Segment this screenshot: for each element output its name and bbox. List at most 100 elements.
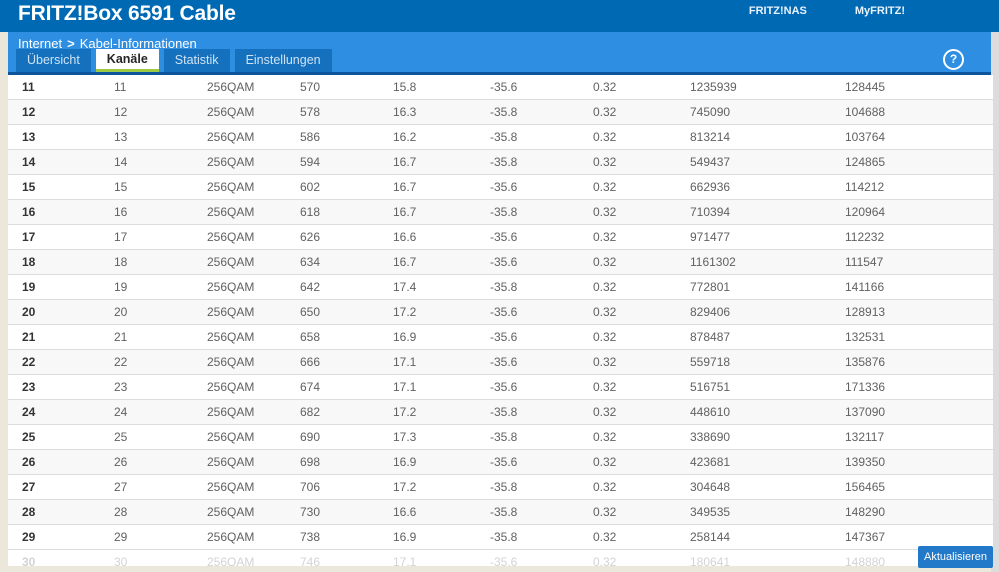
table-row: 15 15 256QAM 602 16.7 -35.6 0.32 662936 114212 <box>8 174 993 200</box>
fritznas-link[interactable]: FRITZ!NAS <box>748 5 807 17</box>
cell-level: 16.3 <box>379 99 472 125</box>
cell-mse: -35.8 <box>472 399 575 425</box>
cell-level: 17.1 <box>379 374 472 400</box>
top-header-bar: FRITZ!Box 6591 Cable FRITZ!NAS MyFRITZ! <box>0 0 999 32</box>
cell-modulation: 256QAM <box>193 99 286 125</box>
help-icon[interactable]: ? <box>943 49 964 70</box>
cell-uncorrectable_errors: 114212 <box>833 174 993 200</box>
channel-table: 11 11 256QAM 570 15.8 -35.6 0.32 1235939 128445 1… <box>8 75 993 566</box>
refresh-button[interactable]: Aktualisieren <box>918 546 993 568</box>
cell-correctable_errors: 448610 <box>678 399 833 425</box>
cell-channel_id: 16 <box>100 199 193 225</box>
cell-correctable_errors: 1235939 <box>678 75 833 100</box>
cell-mse: -35.8 <box>472 199 575 225</box>
scrollbar-strip[interactable] <box>991 32 999 572</box>
cell-level: 16.7 <box>379 199 472 225</box>
cell-channel_id: 29 <box>100 524 193 550</box>
cell-modulation: 256QAM <box>193 75 286 100</box>
cell-latency: 0.32 <box>575 224 678 250</box>
cell-channel_id: 11 <box>100 75 193 100</box>
cell-channel_id: 13 <box>100 124 193 150</box>
cell-modulation: 256QAM <box>193 199 286 225</box>
table-row: 17 17 256QAM 626 16.6 -35.6 0.32 971477 112232 <box>8 224 993 250</box>
cell-correctable_errors: 559718 <box>678 349 833 375</box>
cell-uncorrectable_errors: 128445 <box>833 75 993 100</box>
cell-modulation: 256QAM <box>193 299 286 325</box>
table-row: 23 23 256QAM 674 17.1 -35.6 0.32 516751 171336 <box>8 374 993 400</box>
cell-correctable_errors: 549437 <box>678 149 833 175</box>
cell-latency: 0.32 <box>575 75 678 100</box>
cell-channel: 26 <box>8 449 100 475</box>
cell-channel: 15 <box>8 174 100 200</box>
cell-channel: 30 <box>8 549 100 566</box>
cell-modulation: 256QAM <box>193 524 286 550</box>
cell-frequency: 682 <box>286 399 379 425</box>
cell-channel: 13 <box>8 124 100 150</box>
cell-mse: -35.8 <box>472 499 575 525</box>
cell-channel: 12 <box>8 99 100 125</box>
header-divider <box>8 72 991 75</box>
cell-frequency: 602 <box>286 174 379 200</box>
cell-latency: 0.32 <box>575 474 678 500</box>
cell-mse: -35.8 <box>472 99 575 125</box>
cell-uncorrectable_errors: 120964 <box>833 199 993 225</box>
cell-level: 15.8 <box>379 75 472 100</box>
cell-channel: 28 <box>8 499 100 525</box>
cell-modulation: 256QAM <box>193 424 286 450</box>
cell-frequency: 634 <box>286 249 379 275</box>
breadcrumb-section[interactable]: Internet <box>18 36 63 51</box>
cell-uncorrectable_errors: 111547 <box>833 249 993 275</box>
cell-channel_id: 18 <box>100 249 193 275</box>
cell-frequency: 586 <box>286 124 379 150</box>
cell-modulation: 256QAM <box>193 224 286 250</box>
tab-uebersicht[interactable]: Übersicht <box>16 49 91 72</box>
table-row: 21 21 256QAM 658 16.9 -35.6 0.32 878487 132531 <box>8 324 993 350</box>
cell-mse: -35.8 <box>472 149 575 175</box>
cell-latency: 0.32 <box>575 449 678 475</box>
cell-latency: 0.32 <box>575 124 678 150</box>
cell-correctable_errors: 338690 <box>678 424 833 450</box>
cell-latency: 0.32 <box>575 324 678 350</box>
cell-modulation: 256QAM <box>193 274 286 300</box>
tab-kanaele[interactable]: Kanäle <box>95 49 159 72</box>
cell-frequency: 730 <box>286 499 379 525</box>
tab-einstellungen[interactable]: Einstellungen <box>234 49 332 72</box>
cell-level: 16.6 <box>379 224 472 250</box>
cell-channel: 19 <box>8 274 100 300</box>
cell-channel: 11 <box>8 75 100 100</box>
cell-uncorrectable_errors: 137090 <box>833 399 993 425</box>
cell-correctable_errors: 971477 <box>678 224 833 250</box>
cell-channel_id: 21 <box>100 324 193 350</box>
cell-channel_id: 27 <box>100 474 193 500</box>
cell-mse: -35.6 <box>472 224 575 250</box>
cell-uncorrectable_errors: 112232 <box>833 224 993 250</box>
cell-correctable_errors: 745090 <box>678 99 833 125</box>
cell-channel: 22 <box>8 349 100 375</box>
cell-mse: -35.6 <box>472 174 575 200</box>
cell-correctable_errors: 180641 <box>678 549 833 566</box>
cell-level: 16.7 <box>379 249 472 275</box>
cell-mse: -35.6 <box>472 324 575 350</box>
cell-level: 17.2 <box>379 399 472 425</box>
section-header: Internet > Kabel-Informationen Übersicht Ka… <box>8 32 991 72</box>
cell-latency: 0.32 <box>575 99 678 125</box>
cell-level: 16.2 <box>379 124 472 150</box>
cell-modulation: 256QAM <box>193 549 286 566</box>
tab-bar: Übersicht Kanäle Statistik Einstellungen <box>16 49 332 72</box>
cell-mse: -35.6 <box>472 75 575 100</box>
cell-latency: 0.32 <box>575 399 678 425</box>
cell-level: 17.4 <box>379 274 472 300</box>
cell-channel_id: 17 <box>100 224 193 250</box>
cell-uncorrectable_errors: 104688 <box>833 99 993 125</box>
cell-correctable_errors: 813214 <box>678 124 833 150</box>
tab-statistik[interactable]: Statistik <box>163 49 230 72</box>
cell-mse: -35.8 <box>472 474 575 500</box>
cell-correctable_errors: 304648 <box>678 474 833 500</box>
table-row: 14 14 256QAM 594 16.7 -35.8 0.32 549437 124865 <box>8 149 993 175</box>
cell-uncorrectable_errors: 124865 <box>833 149 993 175</box>
myfritz-link[interactable]: MyFRITZ! <box>854 5 905 17</box>
cell-correctable_errors: 423681 <box>678 449 833 475</box>
cell-level: 16.9 <box>379 524 472 550</box>
cell-latency: 0.32 <box>575 524 678 550</box>
cell-level: 16.9 <box>379 324 472 350</box>
